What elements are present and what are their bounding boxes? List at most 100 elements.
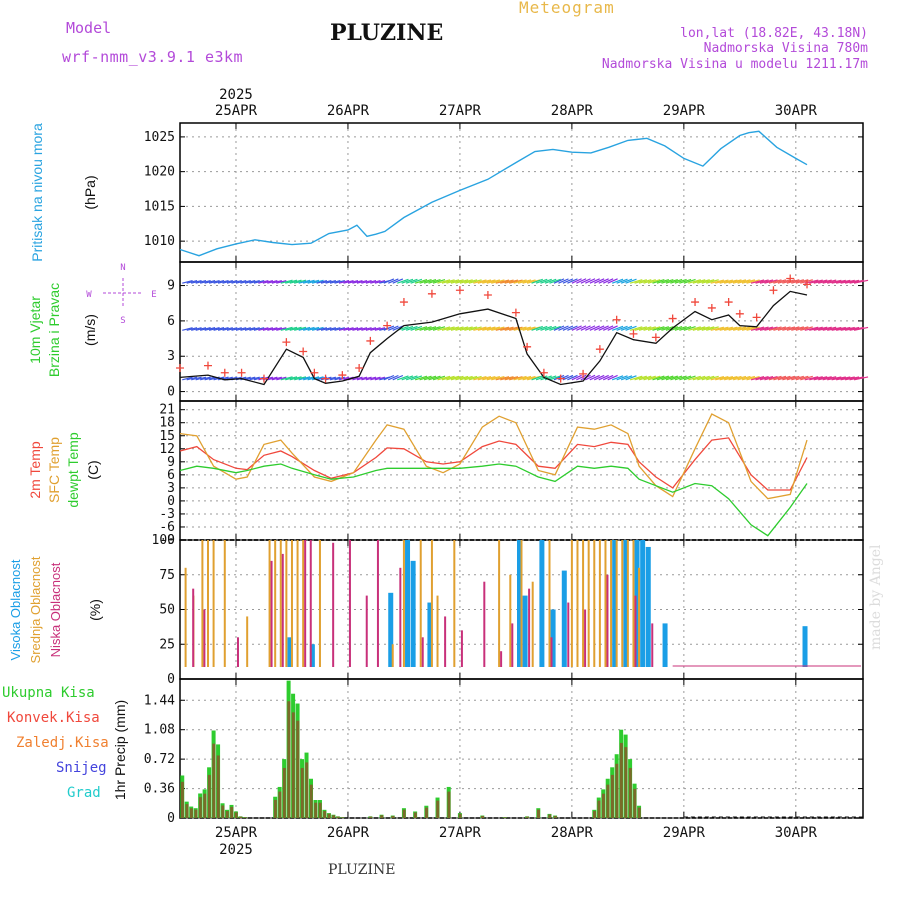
- top-day-label: 25APR: [215, 103, 258, 119]
- precip-strat-bar: [425, 807, 429, 818]
- wind-barb: [647, 279, 661, 284]
- wind-barb: [791, 326, 804, 331]
- wind-barb: [303, 279, 315, 284]
- wind-barb: [249, 279, 260, 284]
- wind-barb: [195, 376, 207, 381]
- wind-barb: [656, 375, 670, 381]
- wind-barb: [683, 375, 696, 381]
- cloud-bar-1: [645, 546, 651, 667]
- cloud-bar-1: [634, 540, 640, 667]
- cloud-bar-2: [638, 567, 641, 667]
- compass-east: E: [151, 290, 156, 300]
- wind-barb: [262, 280, 274, 284]
- cloud-bar-2: [615, 540, 618, 667]
- wind-barb: [576, 374, 587, 381]
- wind-barb: [540, 325, 552, 331]
- wind-barb: [441, 326, 455, 331]
- cloud-bar-2: [268, 540, 271, 667]
- y-tick-label: 1025: [144, 130, 175, 145]
- wind-barb: [267, 376, 278, 381]
- wind-barb: [338, 327, 350, 331]
- gust-marker: [310, 368, 319, 377]
- wind-barb: [249, 376, 260, 381]
- wind-barb: [459, 279, 473, 284]
- wind-barb: [701, 279, 715, 284]
- wind-barb: [710, 326, 725, 331]
- wind-barb: [491, 326, 505, 331]
- wind-barb: [553, 325, 565, 331]
- cloud-bar-3: [399, 567, 402, 667]
- wind-barb: [244, 279, 256, 284]
- wind-barb: [571, 278, 582, 284]
- wind-barb: [535, 375, 548, 381]
- panel-frame-3: [179, 400, 864, 541]
- wind-barb: [303, 376, 315, 381]
- cloud-bar-2: [318, 540, 321, 667]
- wind-barb: [831, 326, 846, 331]
- wind-barb: [455, 279, 469, 284]
- wind-barb: [428, 375, 441, 381]
- wind-barb: [222, 279, 233, 284]
- wind-barb: [827, 279, 842, 284]
- wind-barb: [768, 279, 782, 284]
- wind-barb: [625, 325, 637, 331]
- y-tick-label: 0.72: [144, 752, 175, 767]
- wind-barb: [217, 327, 229, 331]
- wind-barb: [240, 327, 251, 331]
- wind-barb: [370, 280, 381, 284]
- wind-barb: [517, 375, 532, 381]
- y-tick-label: 0: [167, 494, 175, 509]
- wind-barb: [853, 279, 869, 284]
- precip-strat-bar: [243, 817, 247, 818]
- wind-barb: [759, 326, 774, 331]
- y-tick-label: 0: [167, 811, 175, 826]
- gust-marker: [523, 342, 532, 351]
- wind-barb: [311, 326, 324, 331]
- cloud-bar-3: [460, 630, 463, 667]
- wind-barb: [607, 374, 618, 381]
- lonlat-text: lon,lat (18.82E, 43.18N): [680, 26, 868, 41]
- cloud-bar-1: [640, 540, 646, 667]
- wind-barb: [741, 375, 756, 381]
- wind-barb: [732, 279, 747, 284]
- precip-legend-3: Zaledj.Kisa: [16, 735, 109, 751]
- wind-barb: [800, 326, 813, 331]
- cloud-bar-1: [561, 570, 567, 667]
- precip-strat-bar: [458, 813, 462, 818]
- wind-barb: [732, 375, 747, 381]
- compass-west: W: [86, 290, 92, 300]
- wind-barb: [419, 326, 432, 331]
- wind-barb: [562, 278, 574, 284]
- wind-barb: [737, 279, 751, 284]
- wind-barb: [629, 279, 643, 284]
- wind-barb: [495, 376, 510, 381]
- wind-barb: [307, 326, 320, 331]
- wind-barb: [509, 279, 523, 284]
- wind-barb: [661, 278, 674, 284]
- cloud-bar-1: [517, 540, 522, 667]
- wind-barb: [423, 278, 437, 284]
- gust-marker: [668, 314, 677, 323]
- precip-strat-bar: [203, 793, 207, 818]
- wind-barb: [217, 279, 229, 284]
- wind-barb: [661, 326, 674, 331]
- wind-barb: [625, 375, 637, 381]
- wind-barb: [535, 278, 548, 284]
- precip-strat-bar: [207, 774, 211, 818]
- wind-barb: [773, 375, 787, 381]
- cloud-bar-3: [634, 595, 637, 667]
- wind-barb: [231, 327, 242, 331]
- wind-barb: [271, 280, 282, 284]
- y-tick-label: 3: [167, 481, 175, 496]
- wind-barb: [576, 278, 587, 284]
- cloud-bar-3: [528, 588, 531, 667]
- wind-barb: [468, 326, 482, 331]
- wind-barb: [294, 376, 307, 381]
- precip-strat-bar: [548, 814, 552, 818]
- wind-barb: [271, 376, 282, 381]
- wind-title-1: 10m Vjetar: [27, 296, 43, 364]
- precip-strat-bar: [503, 817, 507, 818]
- wind-barb: [285, 376, 298, 381]
- y-tick-label: 1020: [144, 165, 175, 180]
- gust-marker: [237, 368, 246, 377]
